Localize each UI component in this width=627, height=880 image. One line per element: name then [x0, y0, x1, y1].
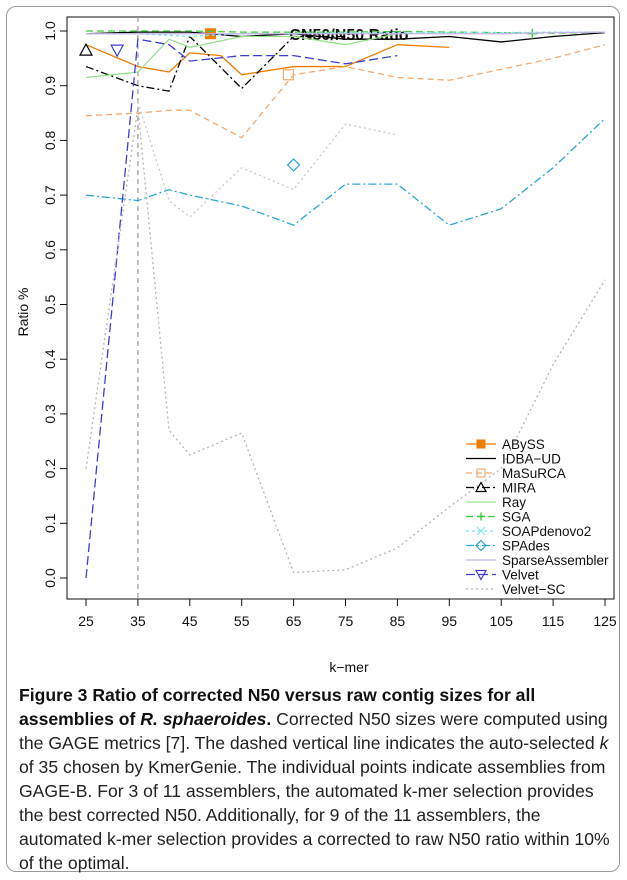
x-tick-label: 95 [442, 613, 458, 629]
legend-item: SGA [466, 510, 531, 525]
legend-item: Ray [466, 495, 526, 510]
y-tick-label: 0.9 [42, 76, 58, 96]
legend-marker [474, 569, 488, 581]
figure-frame [6, 6, 620, 872]
chart: CN50/N50 Ratio 25 35 45 55 65 75 85 95 105 115 125… [15, 16, 617, 675]
legend-item: SPAdes [466, 539, 550, 554]
plot-area [66, 16, 615, 600]
x-tick-label: 75 [338, 613, 354, 629]
series-sparseassembler [86, 31, 606, 35]
gage-b-point [110, 44, 125, 58]
figure-caption: Figure 3 Ratio of corrected N50 versus r… [19, 683, 613, 875]
y-axis: 0.0 0.1 0.2 0.3 0.4 0.5 0.6 0.7 0.8 0.9 1.0 [42, 21, 67, 588]
legend-label: MIRA [502, 481, 536, 496]
legend-label: Ray [502, 495, 526, 510]
series-idba-ud [85, 31, 606, 43]
y-axis-label: Ratio % [15, 287, 31, 336]
y-tick-label: 1.0 [42, 21, 58, 41]
legend-label: SparseAssembler [502, 553, 609, 568]
x-tick-label: 115 [542, 613, 565, 629]
legend-item: ABySS [466, 437, 545, 452]
gage-b-point [282, 69, 295, 81]
legend-label: IDBA−UD [502, 452, 561, 467]
caption-species: R. sphaeroides [140, 709, 267, 729]
y-tick-label: 0.5 [42, 295, 58, 315]
x-tick-label: 65 [286, 613, 302, 629]
series-line [137, 101, 398, 218]
series-soapdenovo2 [86, 31, 605, 38]
legend-label: MaSuRCA [502, 466, 566, 481]
series-ray [85, 33, 398, 79]
gage-b-point [286, 158, 301, 172]
series-line [85, 44, 450, 76]
x-tick-label: 45 [182, 613, 198, 629]
caption-text-2: of 35 chosen by KmerGenie. The individua… [19, 757, 610, 873]
series-line [85, 35, 346, 92]
caption-k: k [599, 733, 609, 753]
x-tick-label: 55 [234, 613, 250, 629]
series-spades [85, 118, 606, 226]
series-layer [78, 28, 606, 579]
y-tick-label: 0.7 [42, 185, 58, 205]
series-line [85, 38, 398, 579]
y-tick-label: 0.2 [42, 459, 58, 479]
legend-marker [475, 539, 487, 552]
x-tick-label: 85 [390, 613, 406, 629]
legend-marker [476, 439, 486, 449]
legend-item: Velvet−SC [466, 582, 566, 597]
legend-item: MaSuRCA [466, 466, 566, 481]
y-tick-label: 0.3 [42, 404, 58, 424]
legend-label: Velvet−SC [502, 582, 566, 597]
caption-title-post: . [266, 709, 272, 729]
x-tick-label: 35 [130, 613, 146, 629]
x-axis: 25 35 45 55 65 75 85 95 105 115 125 [78, 598, 617, 629]
legend-label: SOAPdenovo2 [502, 524, 591, 539]
legend-label: SGA [502, 510, 531, 525]
y-tick-label: 0.6 [42, 240, 58, 260]
series-line [86, 31, 605, 38]
legend-marker [476, 468, 486, 478]
legend-item: MIRA [466, 481, 536, 496]
y-tick-label: 0.1 [42, 513, 58, 533]
legend-item: SparseAssembler [466, 553, 609, 568]
y-tick-label: 0.4 [42, 349, 58, 369]
series-line [85, 31, 606, 43]
series-line [86, 31, 606, 35]
series-line [85, 44, 606, 139]
legend-marker [476, 526, 486, 536]
legend-label: SPAdes [502, 539, 550, 554]
legend-label: ABySS [502, 437, 545, 452]
y-tick-label: 0.8 [42, 130, 58, 150]
x-tick-label: 125 [593, 613, 617, 629]
y-tick-label: 0.0 [42, 568, 58, 588]
caption-label: Figure 3 [19, 685, 88, 705]
legend-label: Velvet [502, 568, 539, 583]
series-line [85, 106, 606, 574]
legend-marker [477, 512, 485, 521]
caption-title: Ratio of corrected N50 versus raw contig… [19, 685, 535, 729]
x-tick-label: 105 [490, 613, 514, 629]
caption-title-pre: Ratio of corrected N50 versus raw contig… [19, 685, 536, 729]
x-tick-label: 25 [78, 613, 94, 629]
x-axis-label: k−mer [329, 659, 369, 675]
series-line [85, 118, 606, 226]
series-line [85, 33, 398, 79]
legend-item: Velvet [466, 568, 539, 583]
series-masurca [85, 44, 606, 139]
series-velvet-sc [85, 106, 606, 574]
legend-marker [474, 481, 488, 493]
series-unlabeled [137, 101, 398, 218]
legend: ABySSIDBA−UDMaSuRCAMIRARaySGASOAPdenovo2… [466, 437, 609, 597]
legend-item: IDBA−UD [466, 452, 561, 467]
gage-b-point [78, 42, 94, 56]
series-velvet [85, 38, 398, 579]
legend-item: SOAPdenovo2 [466, 524, 591, 539]
caption-text-1: Corrected N50 sizes were computed using … [19, 709, 608, 753]
